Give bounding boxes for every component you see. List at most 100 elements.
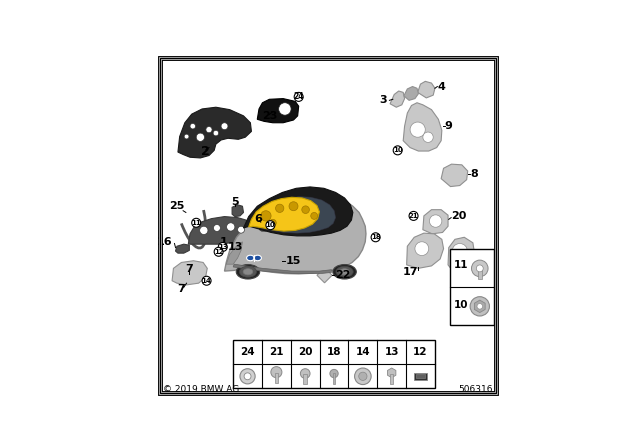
Text: 13: 13 [218,244,228,250]
Circle shape [190,124,196,129]
Circle shape [300,369,310,379]
Text: 2: 2 [201,145,210,158]
Text: 11: 11 [191,220,201,226]
Circle shape [472,260,488,277]
Circle shape [355,368,371,384]
Ellipse shape [336,266,353,277]
Circle shape [213,130,219,136]
Circle shape [214,224,220,232]
Circle shape [393,146,402,155]
Text: 16: 16 [156,237,172,247]
Text: 20: 20 [451,211,467,221]
Circle shape [202,276,211,285]
Polygon shape [226,242,243,264]
Text: 1: 1 [220,237,228,247]
Polygon shape [225,192,366,274]
Polygon shape [233,264,332,273]
Circle shape [476,265,483,272]
Circle shape [266,221,275,230]
Text: 18: 18 [371,234,380,240]
Polygon shape [273,254,282,266]
Polygon shape [188,216,252,244]
Text: 14: 14 [202,278,211,284]
Text: 15: 15 [286,256,301,266]
Ellipse shape [239,266,257,277]
Circle shape [410,122,425,137]
Circle shape [244,373,251,380]
Ellipse shape [254,255,261,261]
Circle shape [452,243,467,258]
Text: 11: 11 [454,260,468,270]
Polygon shape [317,267,332,283]
Circle shape [221,123,228,129]
FancyBboxPatch shape [159,58,497,392]
Text: 8: 8 [470,169,478,179]
Circle shape [218,242,227,251]
Text: 22: 22 [335,270,350,280]
Circle shape [237,226,244,233]
Circle shape [409,211,418,220]
Polygon shape [172,261,207,285]
Text: 24: 24 [293,92,304,101]
Circle shape [429,215,442,227]
Ellipse shape [340,269,349,275]
Circle shape [330,370,338,378]
Text: 506316: 506316 [458,384,493,393]
Polygon shape [403,103,442,151]
Text: 25: 25 [169,201,184,211]
Circle shape [423,132,433,142]
Circle shape [271,366,282,378]
Text: 20: 20 [298,347,312,357]
Polygon shape [249,197,319,231]
Text: 7: 7 [177,284,185,294]
Polygon shape [257,99,299,123]
Text: 21: 21 [409,213,419,219]
Text: 13: 13 [385,347,399,357]
Text: 13: 13 [228,242,243,252]
Ellipse shape [333,264,356,279]
Circle shape [359,372,367,380]
FancyBboxPatch shape [416,374,426,379]
Polygon shape [243,187,353,236]
Circle shape [278,103,291,115]
FancyBboxPatch shape [275,373,278,383]
Ellipse shape [243,269,253,275]
Text: 12: 12 [413,347,428,357]
Polygon shape [250,197,335,233]
FancyBboxPatch shape [303,374,307,384]
Polygon shape [448,237,475,269]
Polygon shape [175,244,189,253]
FancyBboxPatch shape [333,373,335,384]
FancyBboxPatch shape [390,374,393,384]
Ellipse shape [246,255,254,261]
Circle shape [200,226,208,234]
Polygon shape [232,205,243,216]
Circle shape [276,204,284,212]
Circle shape [192,218,201,227]
Polygon shape [423,210,448,234]
FancyBboxPatch shape [413,373,428,380]
Text: © 2019 BMW AG: © 2019 BMW AG [163,384,239,393]
Circle shape [214,247,223,256]
Circle shape [477,304,483,309]
Circle shape [227,223,235,231]
Text: 19: 19 [456,267,472,277]
Polygon shape [406,233,444,268]
Text: 14: 14 [356,347,370,357]
FancyBboxPatch shape [233,340,435,388]
Circle shape [260,211,271,221]
Circle shape [184,134,189,139]
Text: 18: 18 [327,347,341,357]
Circle shape [470,297,490,316]
Text: 17: 17 [403,267,419,277]
Text: 4: 4 [438,82,445,91]
Polygon shape [390,91,404,107]
Text: 7: 7 [186,264,193,274]
Text: 9: 9 [445,121,452,131]
Circle shape [269,220,276,226]
Circle shape [415,242,429,255]
Circle shape [289,202,298,211]
Circle shape [294,92,303,101]
Polygon shape [178,107,252,158]
Text: 21: 21 [269,347,284,357]
